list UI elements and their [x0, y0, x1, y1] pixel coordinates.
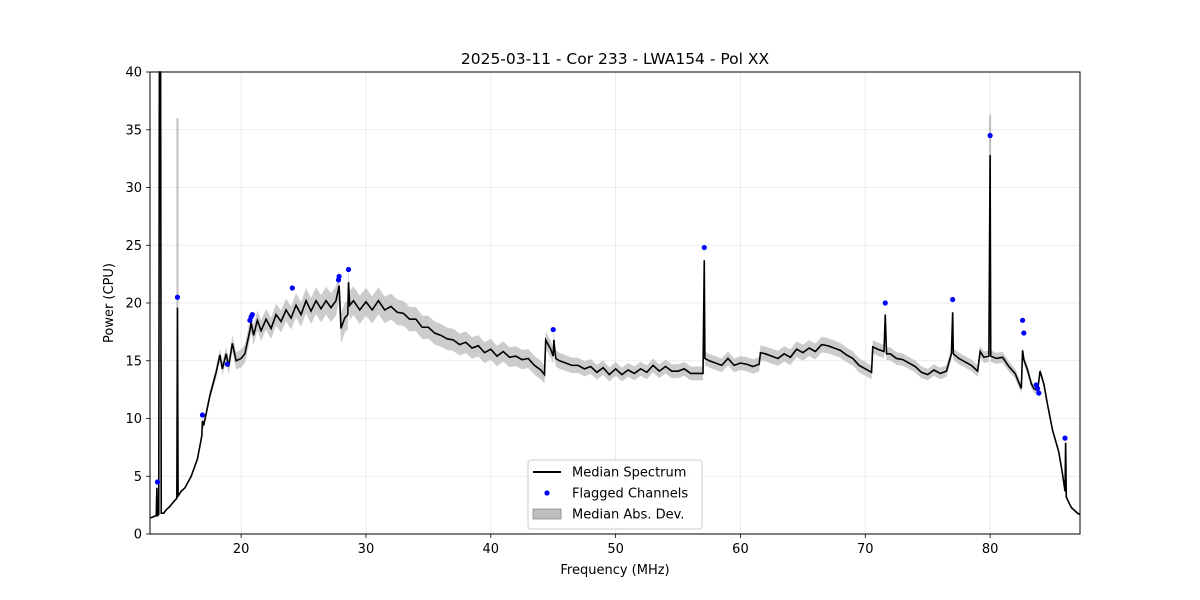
flagged-channel-point	[345, 266, 352, 273]
flagged-channel-point	[199, 412, 206, 418]
flagged-channel-point	[224, 361, 230, 367]
y-tick-label: 30	[125, 181, 142, 196]
x-tick-label: 20	[233, 542, 250, 557]
y-tick-label: 25	[125, 239, 142, 254]
flagged-channel-point	[249, 311, 255, 318]
flagged-channel-point	[336, 273, 342, 280]
y-axis-label: Power (CPU)	[102, 263, 117, 343]
x-tick-label: 40	[483, 542, 500, 557]
flagged-channel-point	[1021, 330, 1027, 336]
legend-box	[527, 459, 703, 530]
flagged-channel-point	[1019, 317, 1026, 323]
flagged-channel-point	[882, 300, 888, 306]
flagged-channel-point	[1036, 390, 1042, 396]
flagged-channel-point	[154, 479, 161, 485]
x-tick-label: 80	[982, 542, 999, 557]
legend-flagged-swatch	[544, 490, 550, 496]
x-tick-label: 50	[607, 542, 624, 557]
chart-title: 2025-03-11 - Cor 233 - LWA154 - Pol XX	[461, 50, 770, 68]
y-tick-label: 0	[134, 528, 142, 543]
flagged-channel-point	[289, 285, 295, 291]
flagged-channel-point	[950, 296, 956, 303]
y-tick-label: 10	[125, 412, 142, 427]
legend-median-label: Median Spectrum	[572, 466, 686, 481]
x-tick-label: 30	[358, 542, 375, 557]
flagged-channel-point	[1062, 435, 1068, 441]
flagged-channel-point	[174, 294, 181, 300]
y-tick-label: 35	[125, 123, 142, 138]
x-tick-label: 70	[857, 542, 874, 557]
flagged-channel-point	[987, 132, 993, 139]
flagged-channel-point	[1034, 385, 1041, 392]
flagged-channel-point	[550, 326, 556, 333]
median-line-layer	[150, 71, 1081, 519]
x-axis-label: Frequency (MHz)	[560, 563, 669, 578]
y-tick-label: 40	[125, 66, 142, 81]
x-axis-ticks: 20 30 40 50 60 70 80	[233, 534, 999, 557]
median-spectrum-line	[150, 71, 1081, 519]
y-tick-label: 5	[134, 470, 142, 485]
legend-flagged-label: Flagged Channels	[572, 487, 688, 502]
y-tick-label: 15	[125, 354, 142, 369]
flagged-channel-point	[701, 244, 707, 251]
legend: Median Spectrum Flagged Channels Median …	[527, 459, 703, 530]
legend-mad-label: Median Abs. Dev.	[572, 508, 684, 523]
legend-mad-swatch	[532, 508, 562, 520]
y-tick-label: 20	[125, 297, 142, 312]
flagged-points-layer	[154, 132, 1068, 485]
x-tick-label: 60	[732, 542, 749, 557]
y-axis-ticks: 0 5 10 15 20 25 30 35 40	[125, 66, 150, 543]
